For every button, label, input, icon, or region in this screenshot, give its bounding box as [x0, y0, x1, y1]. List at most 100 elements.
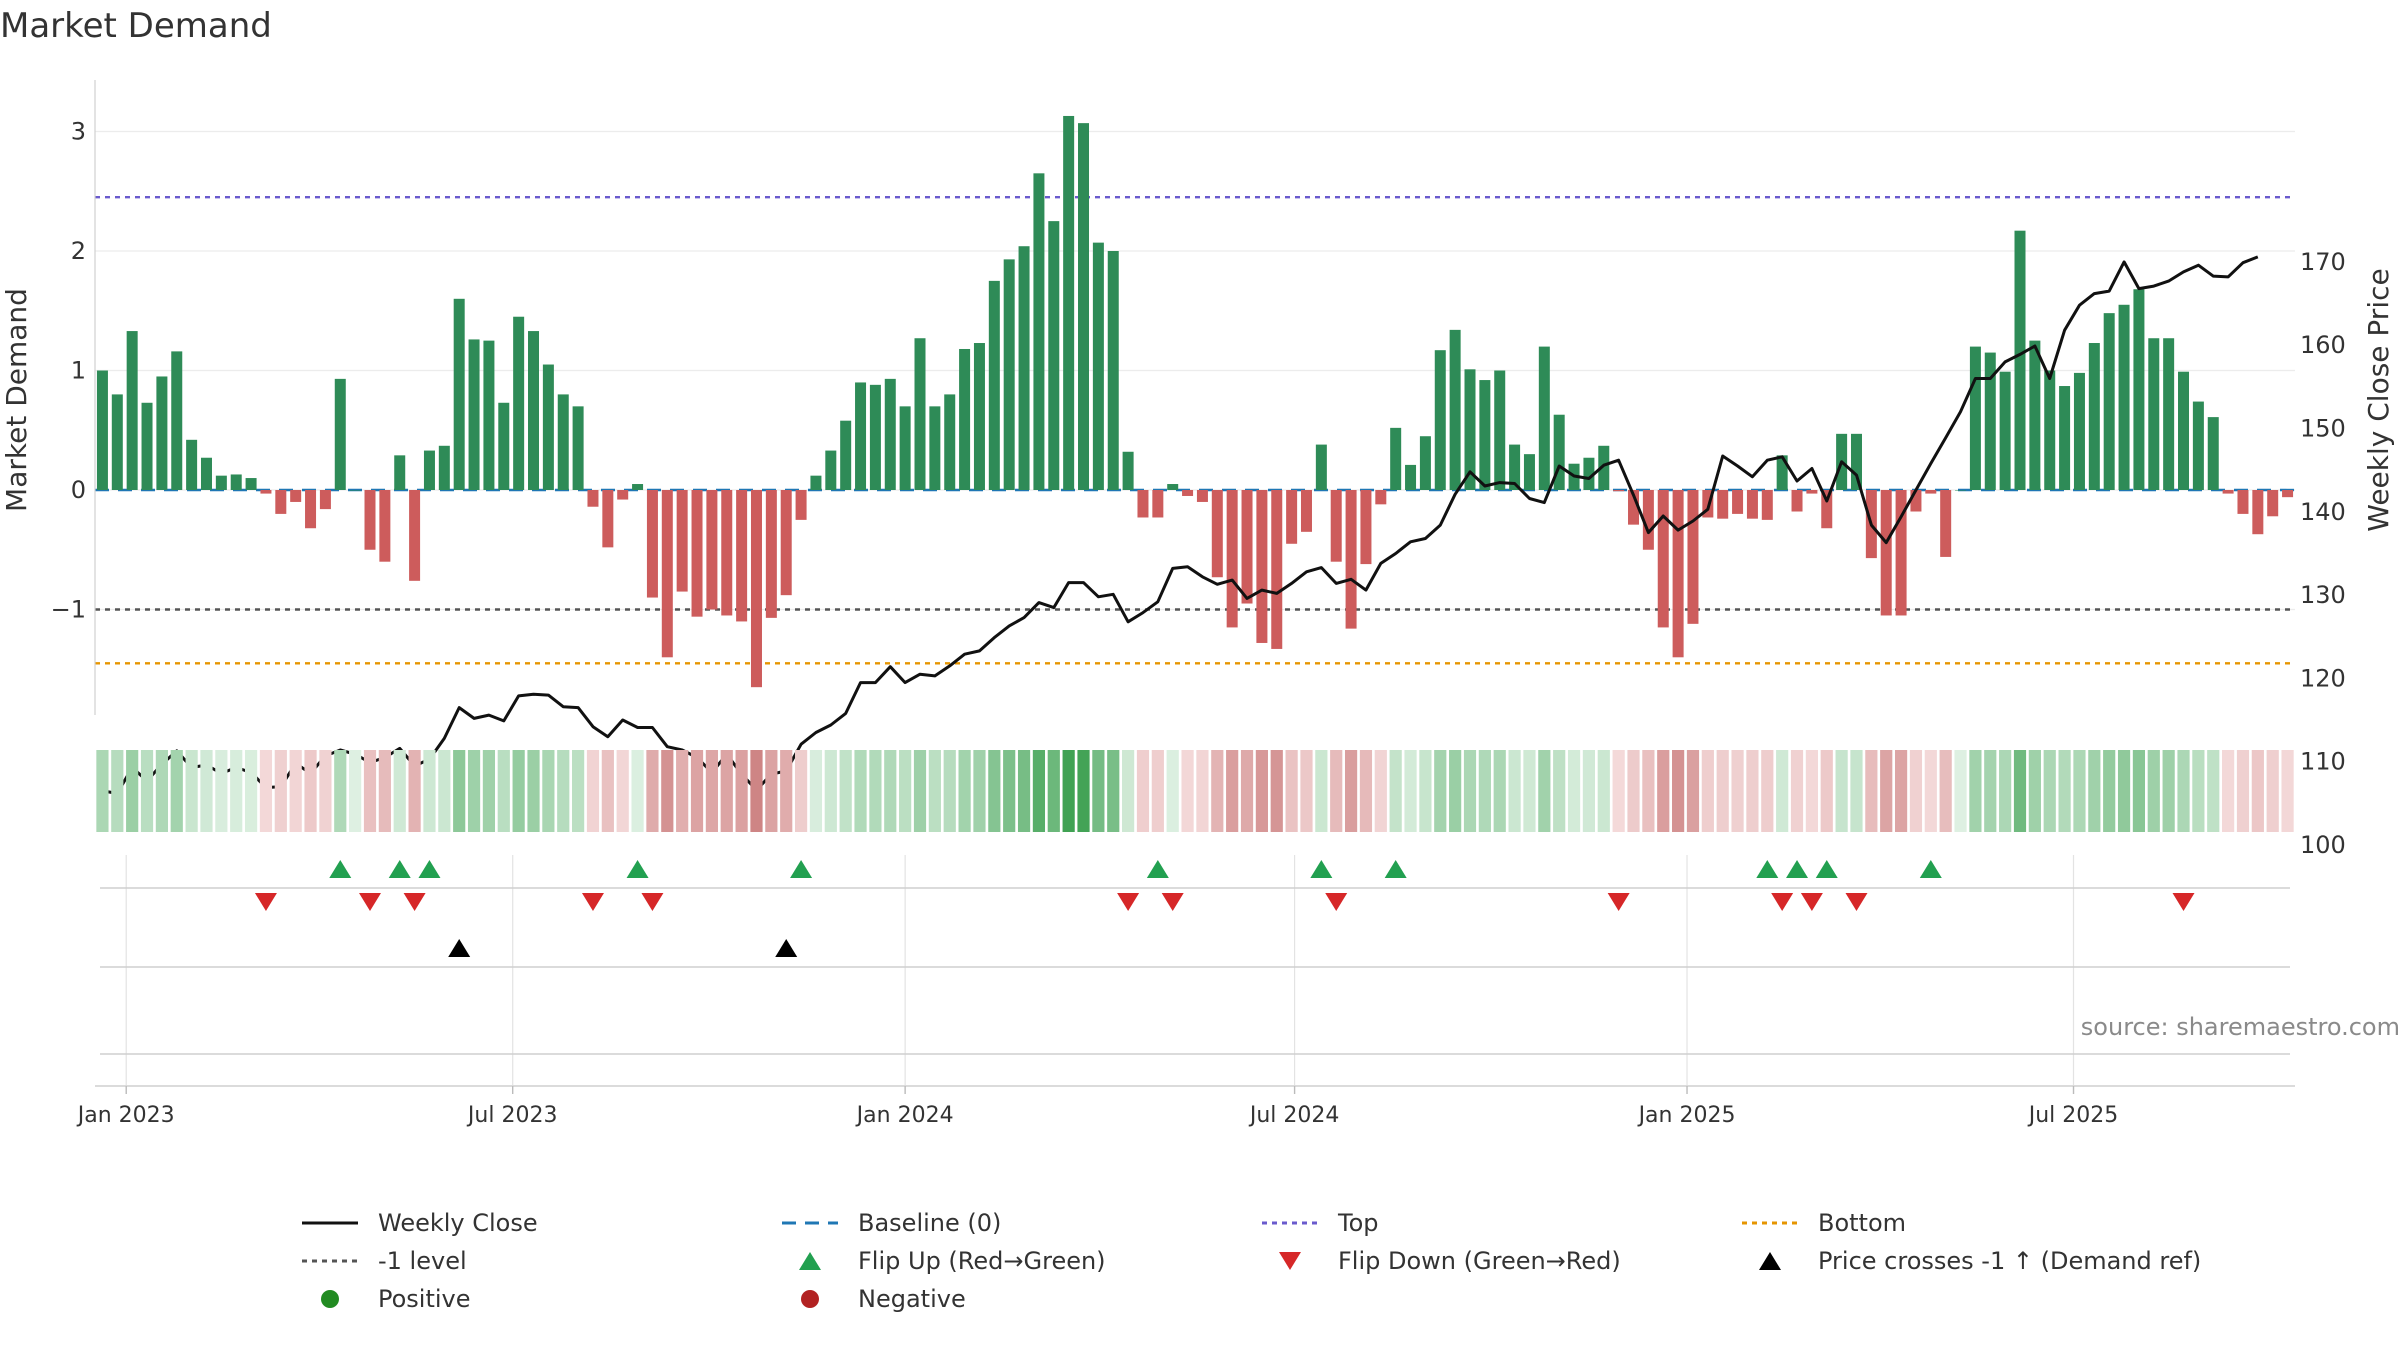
heat-cell: [1746, 750, 1759, 832]
heat-cell: [1984, 750, 1997, 832]
demand-bar: [1984, 352, 1996, 490]
heat-cell: [1017, 750, 1031, 832]
heat-cell: [1835, 750, 1848, 832]
demand-bar: [245, 478, 257, 490]
heat-cell: [2266, 750, 2279, 832]
heat-cell: [259, 750, 273, 832]
demand-bar: [780, 490, 792, 596]
demand-bar: [1271, 490, 1283, 649]
heat-cell: [1582, 750, 1596, 832]
demand-bar: [1940, 490, 1952, 557]
legend-item-positive: Positive: [300, 1281, 471, 1317]
heat-cell: [1850, 750, 1863, 832]
demand-bar: [1048, 221, 1060, 490]
heat-cell: [1686, 750, 1700, 832]
heat-cell: [334, 750, 347, 832]
demand-bar: [1211, 490, 1223, 578]
heat-cell: [1181, 750, 1194, 832]
heat-cell: [1389, 750, 1402, 832]
source-credit: source: sharemaestro.com: [2080, 1013, 2400, 1041]
heat-cell: [631, 750, 644, 832]
heat-cell: [750, 750, 763, 832]
heat-cell: [1701, 750, 1714, 832]
heat-cell: [616, 750, 629, 832]
demand-bar: [959, 348, 971, 490]
heat-cell: [2117, 750, 2131, 832]
heat-cell: [884, 750, 897, 832]
demand-bar: [899, 406, 911, 490]
weekly-close-series: [102, 255, 2259, 795]
demand-bar: [230, 474, 242, 490]
demand-bar: [1360, 490, 1372, 565]
heat-cell: [1538, 750, 1551, 832]
heat-cell: [1062, 750, 1075, 832]
demand-bar: [646, 490, 658, 598]
heat-cell: [1731, 750, 1744, 832]
demand-bar: [1613, 490, 1625, 492]
demand-bar: [96, 370, 108, 490]
demand-bar: [1256, 490, 1268, 643]
demand-bar: [379, 490, 391, 562]
x-tick-label: Jul 2023: [466, 1103, 558, 1128]
demand-bar: [1196, 490, 1208, 502]
heat-cell: [1404, 750, 1417, 832]
flip-down-marker: [2172, 893, 2195, 911]
heat-cell: [2028, 750, 2041, 832]
heat-cell: [2132, 750, 2146, 832]
demand-bar: [409, 490, 421, 581]
legend-item-price-crosses-1-demand-ref: Price crosses -1 ↑ (Demand ref): [1740, 1243, 2201, 1279]
demand-bar: [869, 384, 881, 490]
demand-bar: [1330, 490, 1342, 562]
demand-bar: [1390, 427, 1402, 490]
demand-bar: [1955, 490, 1967, 491]
legend-symbol: [780, 1205, 840, 1241]
demand-bar: [2207, 417, 2219, 490]
x-tick-label: Jan 2024: [855, 1103, 954, 1128]
flip-down-marker: [1325, 893, 1348, 911]
flip-up-marker: [329, 860, 352, 878]
heat-cell: [1567, 750, 1581, 832]
heat-cell: [824, 750, 837, 832]
legend-label: Weekly Close: [378, 1209, 538, 1237]
legend-item-bottom: Bottom: [1740, 1205, 1906, 1241]
heat-cell: [1434, 750, 1447, 832]
heat-cell: [765, 750, 778, 832]
demand-bar: [111, 394, 123, 490]
heat-cell: [1761, 750, 1774, 832]
demand-bar: [1464, 369, 1476, 490]
demand-bar: [364, 490, 376, 550]
demand-bar: [1880, 490, 1892, 616]
flip-down-marker: [359, 893, 381, 911]
heat-cell: [393, 750, 406, 832]
demand-bar: [1717, 490, 1729, 519]
demand-bar: [2282, 490, 2294, 498]
demand-bar: [973, 343, 985, 490]
flip-up-marker: [1756, 860, 1779, 878]
demand-bar: [1583, 457, 1595, 490]
demand-bar: [1434, 350, 1446, 490]
y-left-tick-label: 2: [71, 237, 86, 265]
heat-cell: [809, 750, 823, 832]
demand-bar: [676, 490, 688, 592]
heat-cell: [869, 750, 882, 832]
heat-cell: [1196, 750, 1209, 832]
legend-label: Flip Down (Green→Red): [1338, 1247, 1621, 1275]
demand-bar: [1969, 346, 1981, 490]
flip-down-marker: [403, 893, 426, 911]
demand-bar: [1657, 490, 1669, 628]
heat-cell: [1894, 750, 1908, 832]
demand-bar: [840, 420, 852, 490]
heat-cell: [111, 750, 124, 832]
heat-cell: [1597, 750, 1610, 832]
demand-bar: [542, 364, 554, 490]
demand-bar: [572, 406, 584, 490]
y-left-axis-label: Market Demand: [0, 288, 33, 512]
legend-symbol: [1740, 1243, 1800, 1279]
heat-cell: [1716, 750, 1729, 832]
demand-bar: [1167, 484, 1179, 490]
heat-cell: [1657, 750, 1670, 832]
demand-bar: [200, 457, 212, 490]
flip-down-marker: [641, 893, 664, 911]
legend-symbol: [1260, 1205, 1320, 1241]
heat-cell: [1612, 750, 1625, 832]
